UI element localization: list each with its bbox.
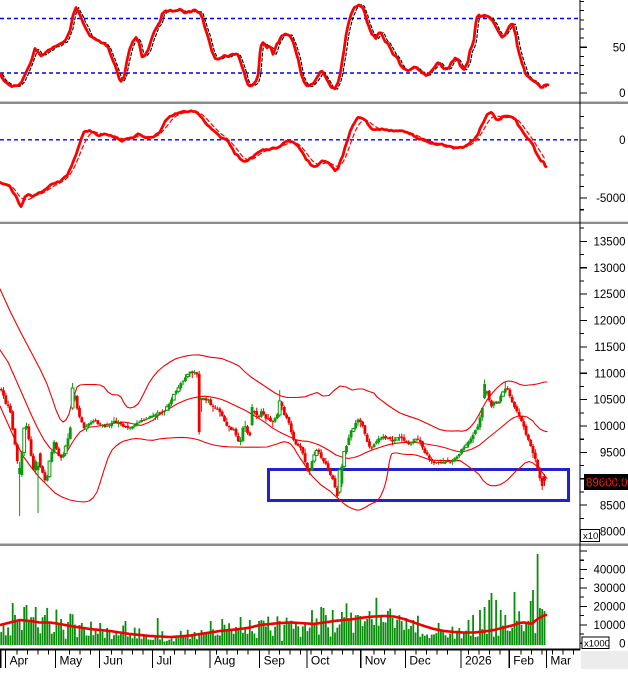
svg-text:10000: 10000 <box>594 421 626 433</box>
svg-text:Apr: Apr <box>10 654 29 668</box>
svg-text:Jul: Jul <box>157 654 172 668</box>
svg-text:9500: 9500 <box>600 448 626 460</box>
svg-text:x10: x10 <box>583 531 598 542</box>
svg-text:0: 0 <box>619 135 625 147</box>
svg-text:13000: 13000 <box>594 263 626 275</box>
svg-text:Aug: Aug <box>214 654 235 668</box>
svg-text:Oct: Oct <box>311 654 330 668</box>
svg-text:-5000: -5000 <box>596 193 625 205</box>
svg-text:8000: 8000 <box>600 527 626 539</box>
svg-text:x1000: x1000 <box>584 639 610 650</box>
svg-text:Mar: Mar <box>550 654 571 668</box>
svg-text:30000: 30000 <box>594 583 626 595</box>
svg-text:2026: 2026 <box>465 654 492 668</box>
svg-text:40000: 40000 <box>594 565 626 577</box>
svg-text:Jun: Jun <box>103 654 122 668</box>
svg-text:Sep: Sep <box>264 654 286 668</box>
svg-text:0: 0 <box>619 88 625 100</box>
svg-text:13500: 13500 <box>594 236 626 248</box>
svg-text:9000: 9000 <box>600 474 626 486</box>
svg-text:10500: 10500 <box>594 395 626 407</box>
svg-text:50: 50 <box>613 42 626 54</box>
svg-text:12500: 12500 <box>594 289 626 301</box>
svg-text:12000: 12000 <box>594 316 626 328</box>
svg-text:Dec: Dec <box>409 654 430 668</box>
svg-text:11500: 11500 <box>594 342 625 354</box>
svg-text:20000: 20000 <box>594 601 626 613</box>
svg-text:8500: 8500 <box>600 500 626 512</box>
svg-text:Feb: Feb <box>513 654 534 668</box>
svg-text:0: 0 <box>619 638 625 650</box>
svg-text:89600.00: 89600.00 <box>586 478 628 490</box>
svg-text:10000: 10000 <box>594 620 626 632</box>
svg-text:Nov: Nov <box>365 654 386 668</box>
svg-text:May: May <box>60 654 83 668</box>
svg-text:11000: 11000 <box>594 368 625 380</box>
